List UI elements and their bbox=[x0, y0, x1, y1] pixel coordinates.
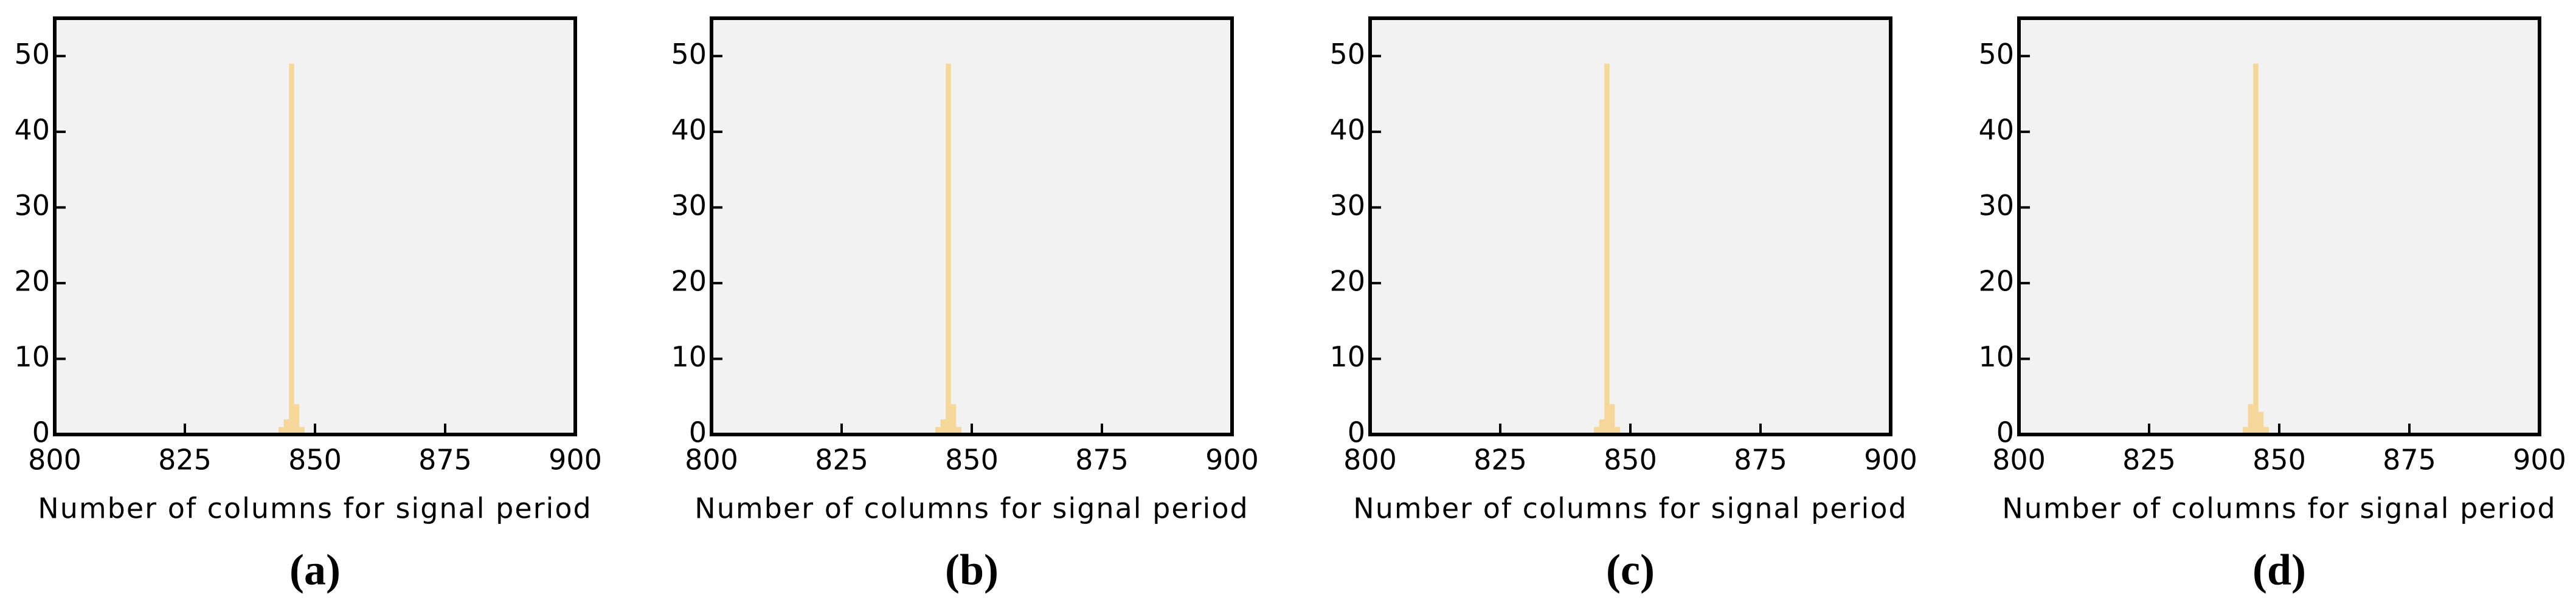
histogram-bar bbox=[2253, 63, 2259, 435]
plot-area bbox=[2019, 18, 2540, 435]
chart-panel: 800 825 850 875 900 0 10 20 30 40 50 Number of colu… bbox=[671, 16, 1259, 594]
x-axis-label: Number of columns for signal period bbox=[694, 492, 1248, 525]
histogram-bar bbox=[1594, 427, 1599, 435]
plot-frame bbox=[1368, 16, 1892, 436]
x-axis-label: Number of columns for signal period bbox=[2002, 492, 2556, 525]
histogram-bar bbox=[2258, 411, 2264, 435]
caption: (a) bbox=[289, 546, 341, 594]
histogram-bar bbox=[279, 427, 284, 435]
y-tick-label: 30 bbox=[671, 189, 707, 222]
histogram-bar bbox=[940, 419, 946, 435]
x-tick-label: 900 bbox=[1864, 444, 1917, 476]
chart-panel: 800 825 850 875 900 0 10 20 30 40 50 Number of colu… bbox=[1978, 16, 2566, 594]
y-tick-label: 20 bbox=[1978, 264, 2014, 297]
y-tick-label: 40 bbox=[14, 113, 50, 146]
histogram-bar bbox=[956, 427, 961, 435]
y-tick-label: 10 bbox=[1329, 340, 1365, 373]
histogram-bar bbox=[1609, 404, 1615, 435]
y-tick-label: 30 bbox=[1978, 189, 2014, 222]
histogram-bar bbox=[299, 427, 305, 435]
histogram-bar bbox=[1615, 427, 1620, 435]
y-tick-label: 50 bbox=[1329, 38, 1365, 70]
histogram-bar bbox=[2263, 427, 2269, 435]
x-tick-label: 800 bbox=[1343, 444, 1397, 476]
histogram-bar bbox=[935, 427, 941, 435]
histogram-bar bbox=[2248, 404, 2254, 435]
plot-frame bbox=[2017, 16, 2541, 436]
histogram-bar bbox=[294, 404, 300, 435]
caption: (c) bbox=[1606, 546, 1655, 594]
x-tick-label: 850 bbox=[2252, 444, 2306, 476]
x-tick-label: 800 bbox=[28, 444, 81, 476]
x-tick-label: 825 bbox=[2122, 444, 2176, 476]
x-tick-label: 850 bbox=[288, 444, 342, 476]
histogram-bar bbox=[1604, 63, 1610, 435]
y-tick-label: 10 bbox=[1978, 340, 2014, 373]
x-tick-label: 875 bbox=[2383, 444, 2436, 476]
plot-area bbox=[55, 18, 575, 435]
y-tick-label: 20 bbox=[14, 264, 50, 297]
histogram-bar bbox=[2243, 427, 2248, 435]
x-tick-label: 875 bbox=[1734, 444, 1787, 476]
y-tick-label: 10 bbox=[14, 340, 50, 373]
histogram-bar bbox=[283, 419, 289, 435]
x-tick-label: 850 bbox=[945, 444, 999, 476]
caption: (d) bbox=[2252, 546, 2306, 594]
y-tick-label: 0 bbox=[1996, 416, 2014, 449]
y-tick-label: 40 bbox=[1329, 113, 1365, 146]
plot-frame bbox=[53, 16, 577, 436]
x-tick-label: 900 bbox=[1205, 444, 1259, 476]
histogram-bar bbox=[289, 63, 294, 435]
histogram-bar bbox=[1599, 419, 1605, 435]
y-tick-label: 0 bbox=[689, 416, 707, 449]
y-tick-label: 0 bbox=[1348, 416, 1365, 449]
x-tick-label: 800 bbox=[1992, 444, 2046, 476]
y-tick-label: 10 bbox=[671, 340, 707, 373]
y-tick-label: 50 bbox=[14, 38, 50, 70]
chart-panel: 800 825 850 875 900 0 10 20 30 40 50 Number of colu… bbox=[14, 16, 602, 594]
x-tick-label: 875 bbox=[1075, 444, 1129, 476]
x-axis-label: Number of columns for signal period bbox=[38, 492, 592, 525]
y-tick-label: 40 bbox=[671, 113, 707, 146]
x-axis-label: Number of columns for signal period bbox=[1353, 492, 1907, 525]
y-tick-label: 50 bbox=[1978, 38, 2014, 70]
x-tick-label: 800 bbox=[685, 444, 738, 476]
y-tick-label: 50 bbox=[671, 38, 707, 70]
x-tick-label: 850 bbox=[1604, 444, 1657, 476]
y-tick-label: 40 bbox=[1978, 113, 2014, 146]
x-tick-label: 875 bbox=[418, 444, 472, 476]
y-tick-label: 20 bbox=[1329, 264, 1365, 297]
caption: (b) bbox=[945, 546, 999, 594]
x-tick-label: 900 bbox=[2513, 444, 2566, 476]
plot-area bbox=[712, 18, 1232, 435]
y-tick-label: 0 bbox=[32, 416, 50, 449]
x-tick-label: 900 bbox=[549, 444, 602, 476]
plot-area bbox=[1370, 18, 1891, 435]
y-tick-label: 30 bbox=[14, 189, 50, 222]
histogram-bar bbox=[950, 404, 957, 435]
plot-frame bbox=[710, 16, 1234, 436]
x-tick-label: 825 bbox=[815, 444, 868, 476]
y-tick-label: 30 bbox=[1329, 189, 1365, 222]
histogram-bar bbox=[946, 63, 951, 435]
x-tick-label: 825 bbox=[1473, 444, 1527, 476]
y-tick-label: 20 bbox=[671, 264, 707, 297]
x-tick-label: 825 bbox=[158, 444, 212, 476]
chart-panel: 800 825 850 875 900 0 10 20 30 40 50 Number of colu… bbox=[1329, 16, 1917, 594]
